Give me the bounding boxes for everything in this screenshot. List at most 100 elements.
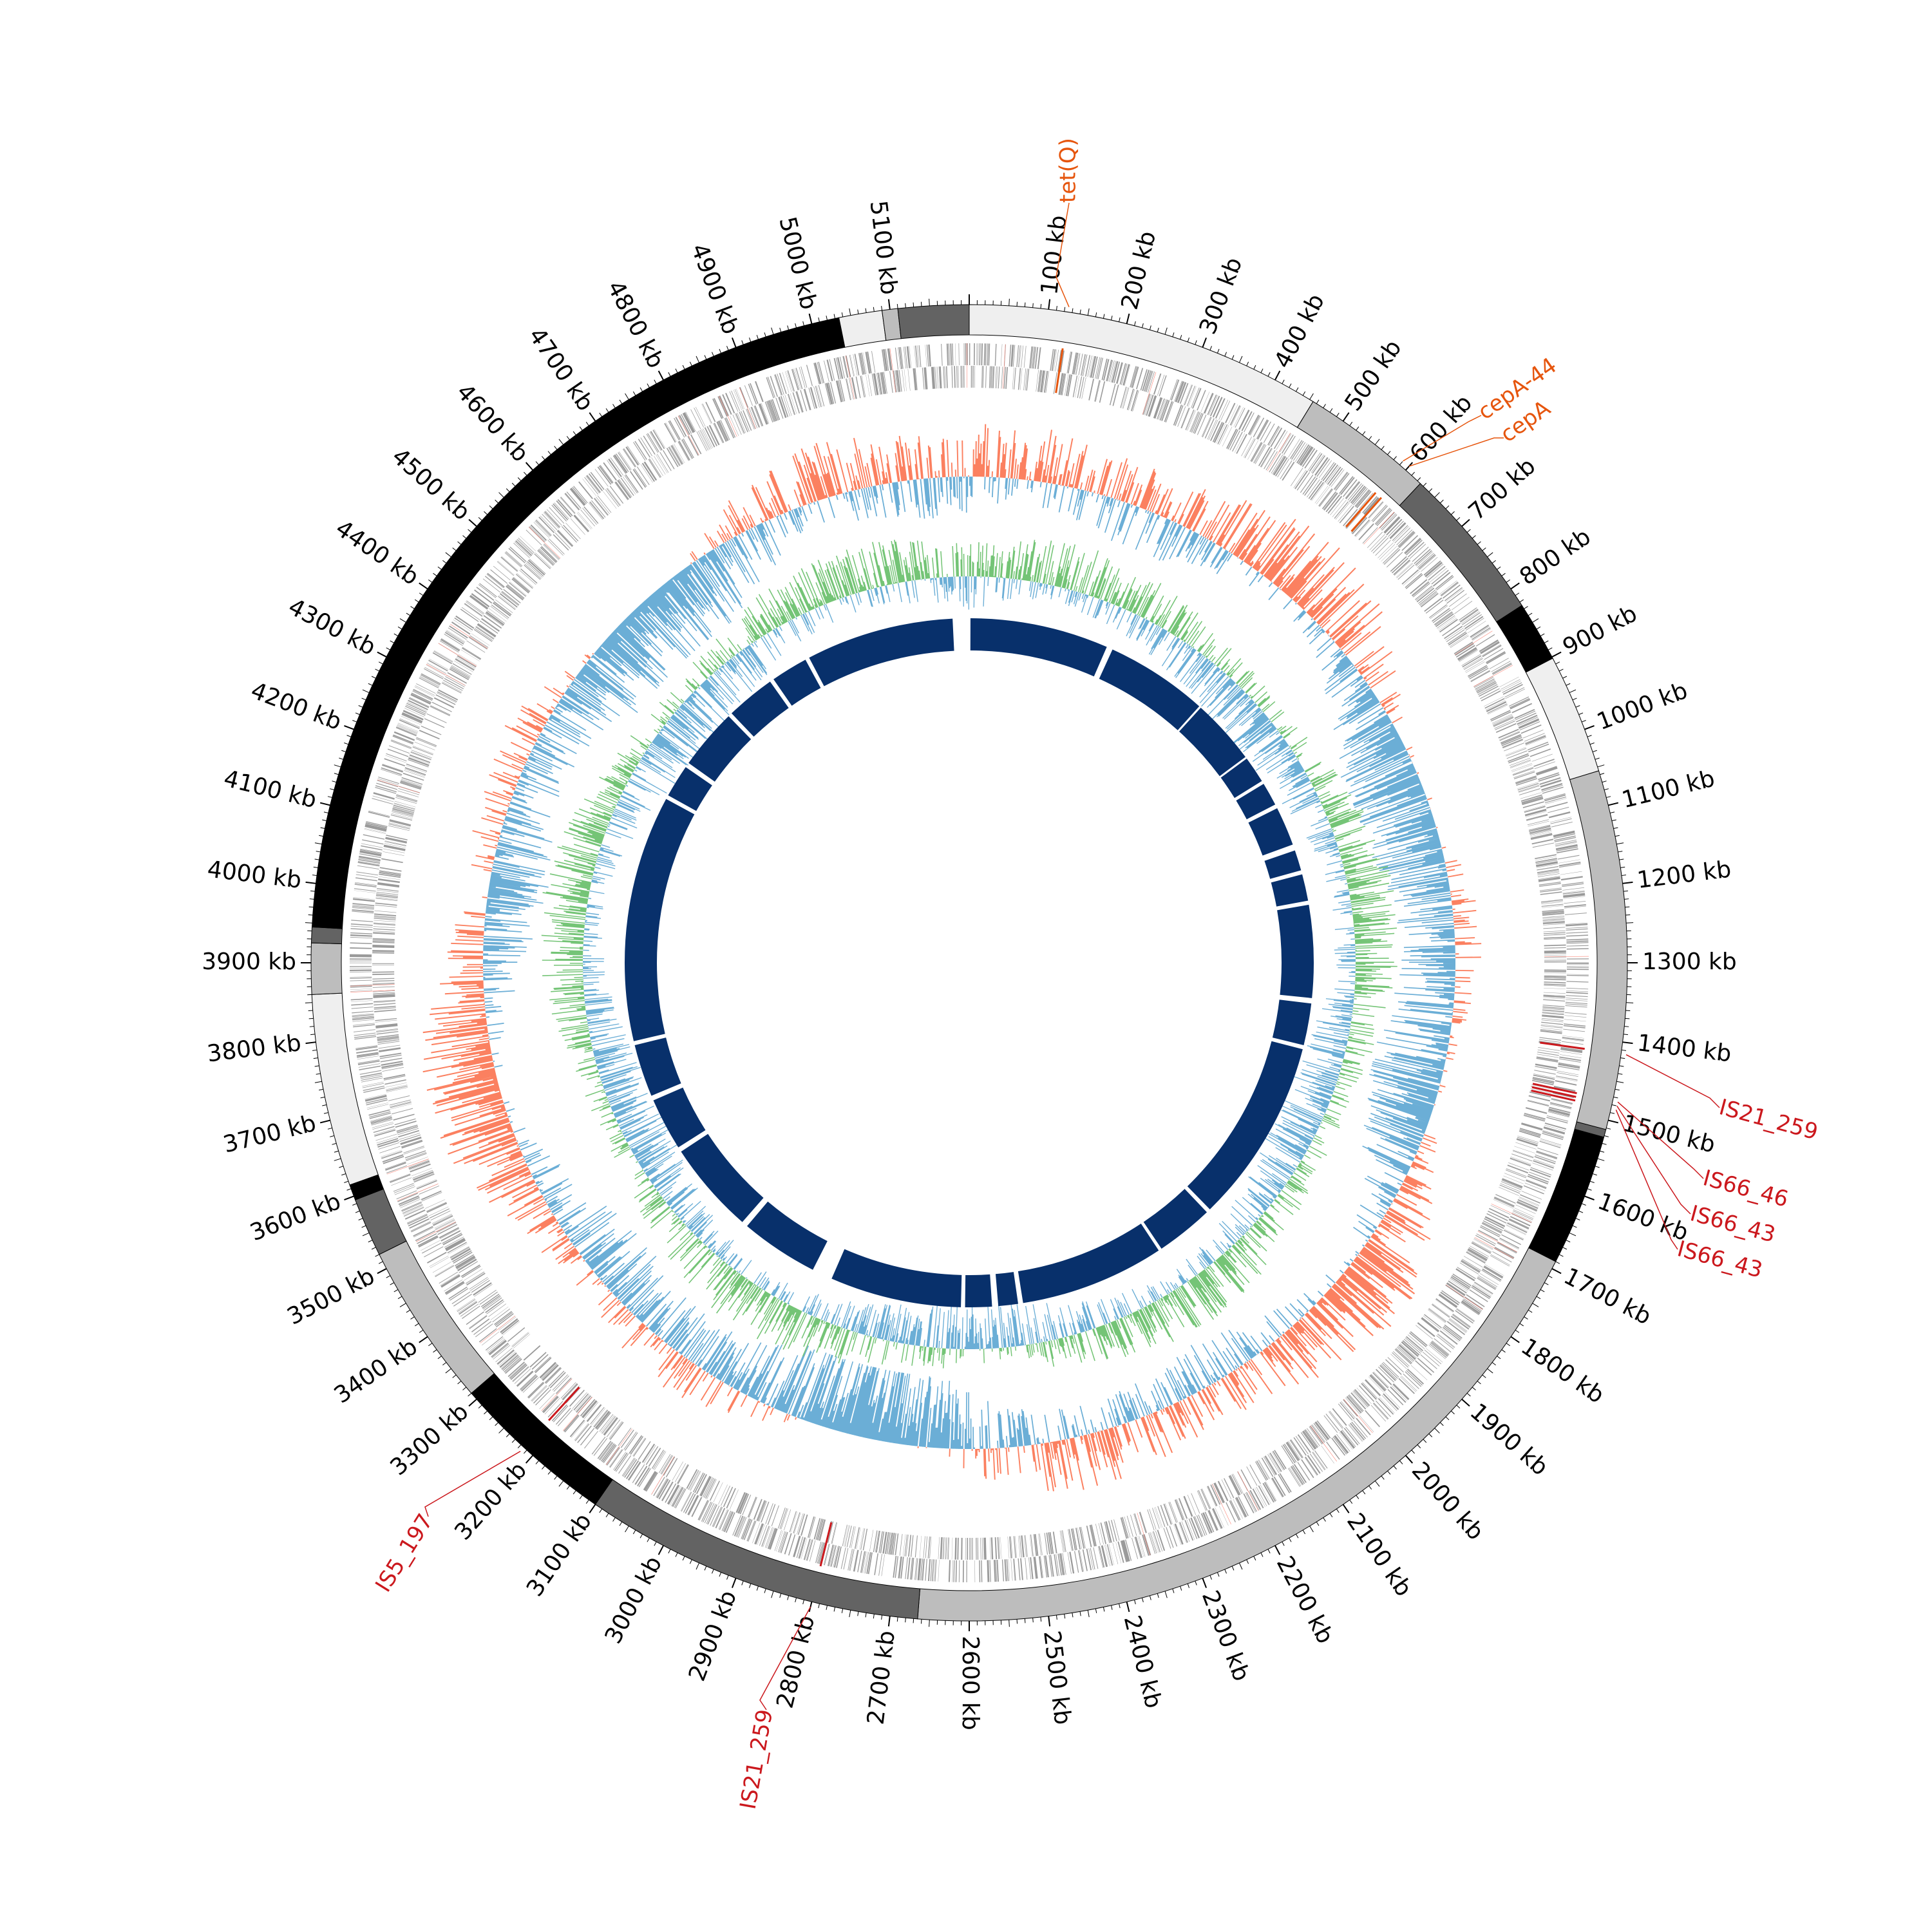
tick-mark [1515,1329,1520,1333]
tick-mark [1164,1591,1168,1598]
tick-mark [1126,1602,1130,1613]
tick-label: 4100 kb [221,765,319,813]
tick-mark [358,705,363,708]
tick-mark [639,1533,643,1539]
tick-mark [554,1475,558,1480]
tick-mark [1224,1569,1227,1574]
tick-mark [1056,306,1057,311]
tick-label: 200 kb [1117,229,1161,312]
tick-mark [428,1343,433,1347]
tick-mark [1572,1225,1577,1228]
tick-mark [358,1218,363,1220]
tick-label: 400 kb [1269,290,1330,373]
tick-mark [1399,1460,1403,1464]
tick-label: 3600 kb [247,1188,345,1246]
tick-mark [682,365,685,370]
tick-mark [484,1410,488,1415]
homology-block [1277,904,1314,998]
tick-mark [573,1490,576,1495]
tick-mark [668,372,671,377]
tick-mark [1399,461,1403,466]
tick-mark [397,1296,402,1300]
tick-mark [920,1619,922,1624]
tick-label: 3700 kb [221,1110,319,1159]
tick-mark [647,1537,650,1542]
tick-mark [319,1088,324,1091]
tick-label: 800 kb [1515,524,1596,591]
tick-mark [1608,802,1619,806]
tick-mark [896,1616,898,1622]
tick-mark [506,488,510,493]
tick-mark [689,361,692,366]
homology-block [634,1037,681,1096]
tick-mark [1417,477,1421,481]
homology-block [1018,1224,1159,1303]
tick-mark [873,307,875,312]
tick-mark [1157,327,1159,332]
tick-mark [1289,383,1292,388]
tick-mark [1597,1158,1605,1161]
tick-mark [585,1499,589,1504]
tick-mark [573,431,576,435]
tick-mark [1417,1444,1421,1448]
tick-label: 500 kb [1340,336,1407,416]
tick-mark [675,1552,678,1557]
tick-mark [741,1580,744,1586]
homology-block [688,716,752,782]
tick-mark [330,1135,335,1137]
tick-mark [498,492,504,498]
tick-mark [542,456,545,460]
tick-mark [1387,451,1391,455]
tick-mark [535,461,539,466]
tick-mark [445,552,451,558]
tick-mark [362,1232,370,1236]
homology-block [1264,850,1302,879]
tick-mark [1606,1128,1611,1130]
tick-mark [826,1605,828,1610]
annotation-label: IS21_259 [735,1707,779,1811]
homology-block [668,767,712,811]
tick-mark [1195,1580,1197,1586]
contig-ring [310,304,1628,1622]
tick-mark [312,875,317,876]
tick-mark [397,626,402,630]
tick-mark [1506,579,1511,583]
tick-label: 1800 kb [1516,1334,1609,1409]
tick-mark [525,462,534,471]
annotation-leader-line [424,1450,521,1517]
tick-mark [1439,499,1444,504]
tick-mark [308,1018,314,1019]
tick-mark [1581,1203,1586,1206]
tick-mark [339,757,344,760]
tick-mark [1616,1081,1624,1083]
tick-mark [731,337,737,348]
tick-mark [1482,1374,1486,1378]
tick-mark [1625,1018,1630,1019]
tick-mark [330,788,335,790]
tick-mark [1157,1593,1159,1598]
tick-mark [1231,355,1235,360]
tick-mark [1497,1356,1501,1359]
tick-mark [419,582,428,590]
tick-mark [1349,1499,1353,1504]
tick-mark [1187,337,1190,343]
tick-mark [524,1450,527,1454]
tick-mark [1126,313,1130,324]
homology-block [653,1087,706,1148]
tick-mark [511,482,516,487]
tick-mark [1555,1261,1560,1264]
tick-mark [419,1329,424,1333]
homology-block [625,799,695,1041]
tick-mark [1336,1508,1340,1513]
contig-segment [310,942,343,995]
tick-mark [323,1112,328,1114]
tick-mark [887,1616,891,1627]
tick-mark [322,1104,327,1106]
tick-mark [399,1303,406,1307]
gc-skew-track [541,540,1397,1368]
tick-label: 4600 kb [451,379,533,467]
tick-mark [1032,1618,1034,1623]
tick-label: 3100 kb [522,1509,597,1602]
tick-mark [802,1600,804,1605]
tick-mark [658,370,664,381]
